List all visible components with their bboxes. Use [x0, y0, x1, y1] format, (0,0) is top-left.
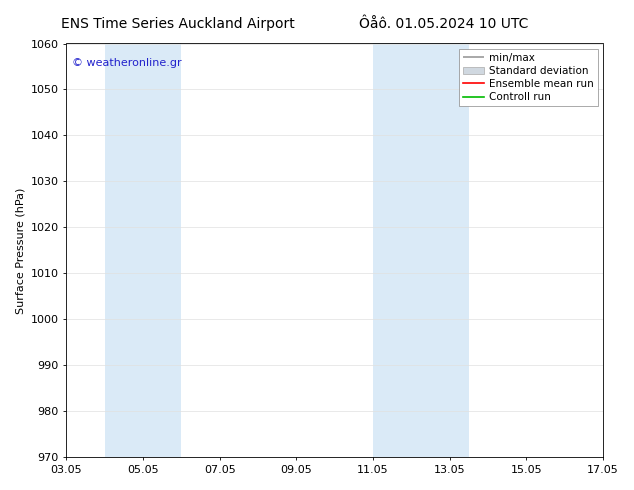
Y-axis label: Surface Pressure (hPa): Surface Pressure (hPa)	[15, 187, 25, 314]
Legend: min/max, Standard deviation, Ensemble mean run, Controll run: min/max, Standard deviation, Ensemble me…	[459, 49, 598, 106]
Bar	[373, 44, 469, 457]
Text: Ôåô. 01.05.2024 10 UTC: Ôåô. 01.05.2024 10 UTC	[359, 17, 529, 31]
Bar	[105, 44, 181, 457]
Text: ENS Time Series Auckland Airport: ENS Time Series Auckland Airport	[61, 17, 294, 31]
Text: © weatheronline.gr: © weatheronline.gr	[72, 58, 181, 68]
